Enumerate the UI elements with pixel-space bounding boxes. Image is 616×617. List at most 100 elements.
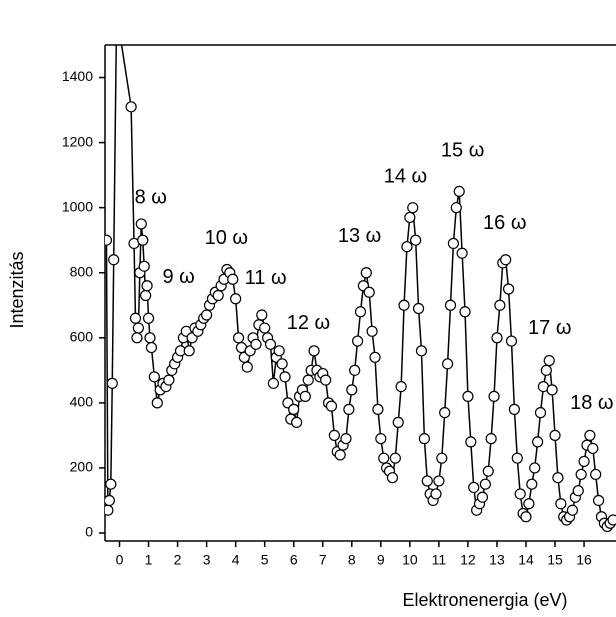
data-point [404,211,416,224]
data-point [543,354,555,367]
x-tick-label: 10 [402,552,418,568]
y-tick-label: 800 [70,263,94,279]
data-point [291,416,303,428]
data-point [142,312,155,324]
data-point [418,433,430,445]
data-point [112,7,122,17]
data-point [578,455,590,468]
data-point [505,335,518,347]
x-tick-label: 5 [261,552,269,568]
x-tick-label: 1 [145,552,153,568]
peak-annotation: 8 ω [135,187,167,209]
data-point [398,299,410,311]
data-point [430,488,442,500]
data-point [488,390,500,402]
x-tick-label: 9 [377,552,385,568]
data-point [433,475,445,487]
data-point [129,312,142,324]
data-point [584,429,596,441]
peak-annotation: 16 ω [483,212,526,234]
data-point [375,433,387,445]
data-point [135,218,147,230]
peak-annotation: 13 ω [338,225,381,247]
data-point [575,468,587,481]
data-point [552,472,564,484]
data-point [302,374,314,386]
data-point [259,322,271,334]
data-point [566,504,579,516]
data-point [395,381,407,393]
data-point [105,494,115,507]
data-point [351,335,364,347]
data-point [442,358,454,370]
data-point [607,514,616,526]
peak-annotation: 10 ω [205,227,248,249]
x-tick-label: 16 [576,552,592,568]
data-point [549,429,561,441]
data-point [227,273,239,285]
y-tick-label: 600 [70,329,94,345]
data-point [125,101,137,113]
peak-annotation: 12 ω [287,312,330,334]
x-tick-label: 8 [348,552,356,568]
data-point [140,289,152,302]
data-point [401,241,413,253]
data-point [511,452,523,464]
data-point [354,306,367,318]
x-tick-label: 3 [203,552,211,568]
x-tick-label: 0 [116,552,124,568]
data-point [132,322,144,334]
data-point [392,416,404,428]
data-point [592,494,605,507]
plot-area [105,7,616,533]
peak-annotation: 11 ω [245,267,287,289]
data-point [476,491,489,503]
data-point [264,338,277,350]
data-point [230,293,242,305]
data-point [462,390,474,402]
x-tick-label: 4 [232,552,240,568]
data-point [151,397,163,409]
data-point [137,234,149,246]
data-point [308,345,320,357]
data-point [363,286,375,298]
data-point [450,202,462,214]
data-point [572,485,584,497]
data-point [508,403,520,415]
data-point [494,299,506,311]
data-point [465,436,477,448]
data-point [459,306,471,318]
data-point [523,498,535,510]
data-point [349,364,361,376]
x-tick-label: 15 [547,552,563,568]
data-point [526,478,538,490]
data-point [534,407,547,419]
data-point [415,345,428,357]
data-point [485,433,497,445]
data-point [540,364,552,376]
data-point [439,407,451,419]
x-tick-label: 11 [432,552,447,568]
data-point [491,332,503,344]
data-point [412,302,425,315]
data-point [141,280,153,292]
x-tick-label: 14 [518,552,534,568]
x-tick-label: 13 [489,552,505,568]
data-point [183,345,195,357]
data-point [131,332,143,344]
data-point [453,185,465,197]
data-point [372,403,384,415]
data-point [241,361,253,373]
data-point [421,475,433,487]
y-tick-label: 1000 [62,198,93,214]
data-point [407,202,419,214]
data-point [410,234,422,246]
data-point [145,341,158,354]
data-point [328,429,340,441]
data-point [520,511,532,523]
y-tick-label: 200 [70,459,94,475]
data-point [138,260,150,272]
data-point [532,436,544,448]
data-point [144,332,156,344]
